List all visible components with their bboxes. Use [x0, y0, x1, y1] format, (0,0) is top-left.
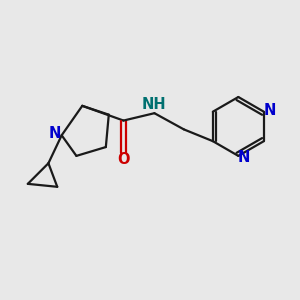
Text: N: N	[49, 126, 61, 141]
Text: N: N	[238, 150, 250, 165]
Text: N: N	[263, 103, 276, 118]
Text: O: O	[117, 152, 130, 167]
Text: NH: NH	[142, 97, 166, 112]
